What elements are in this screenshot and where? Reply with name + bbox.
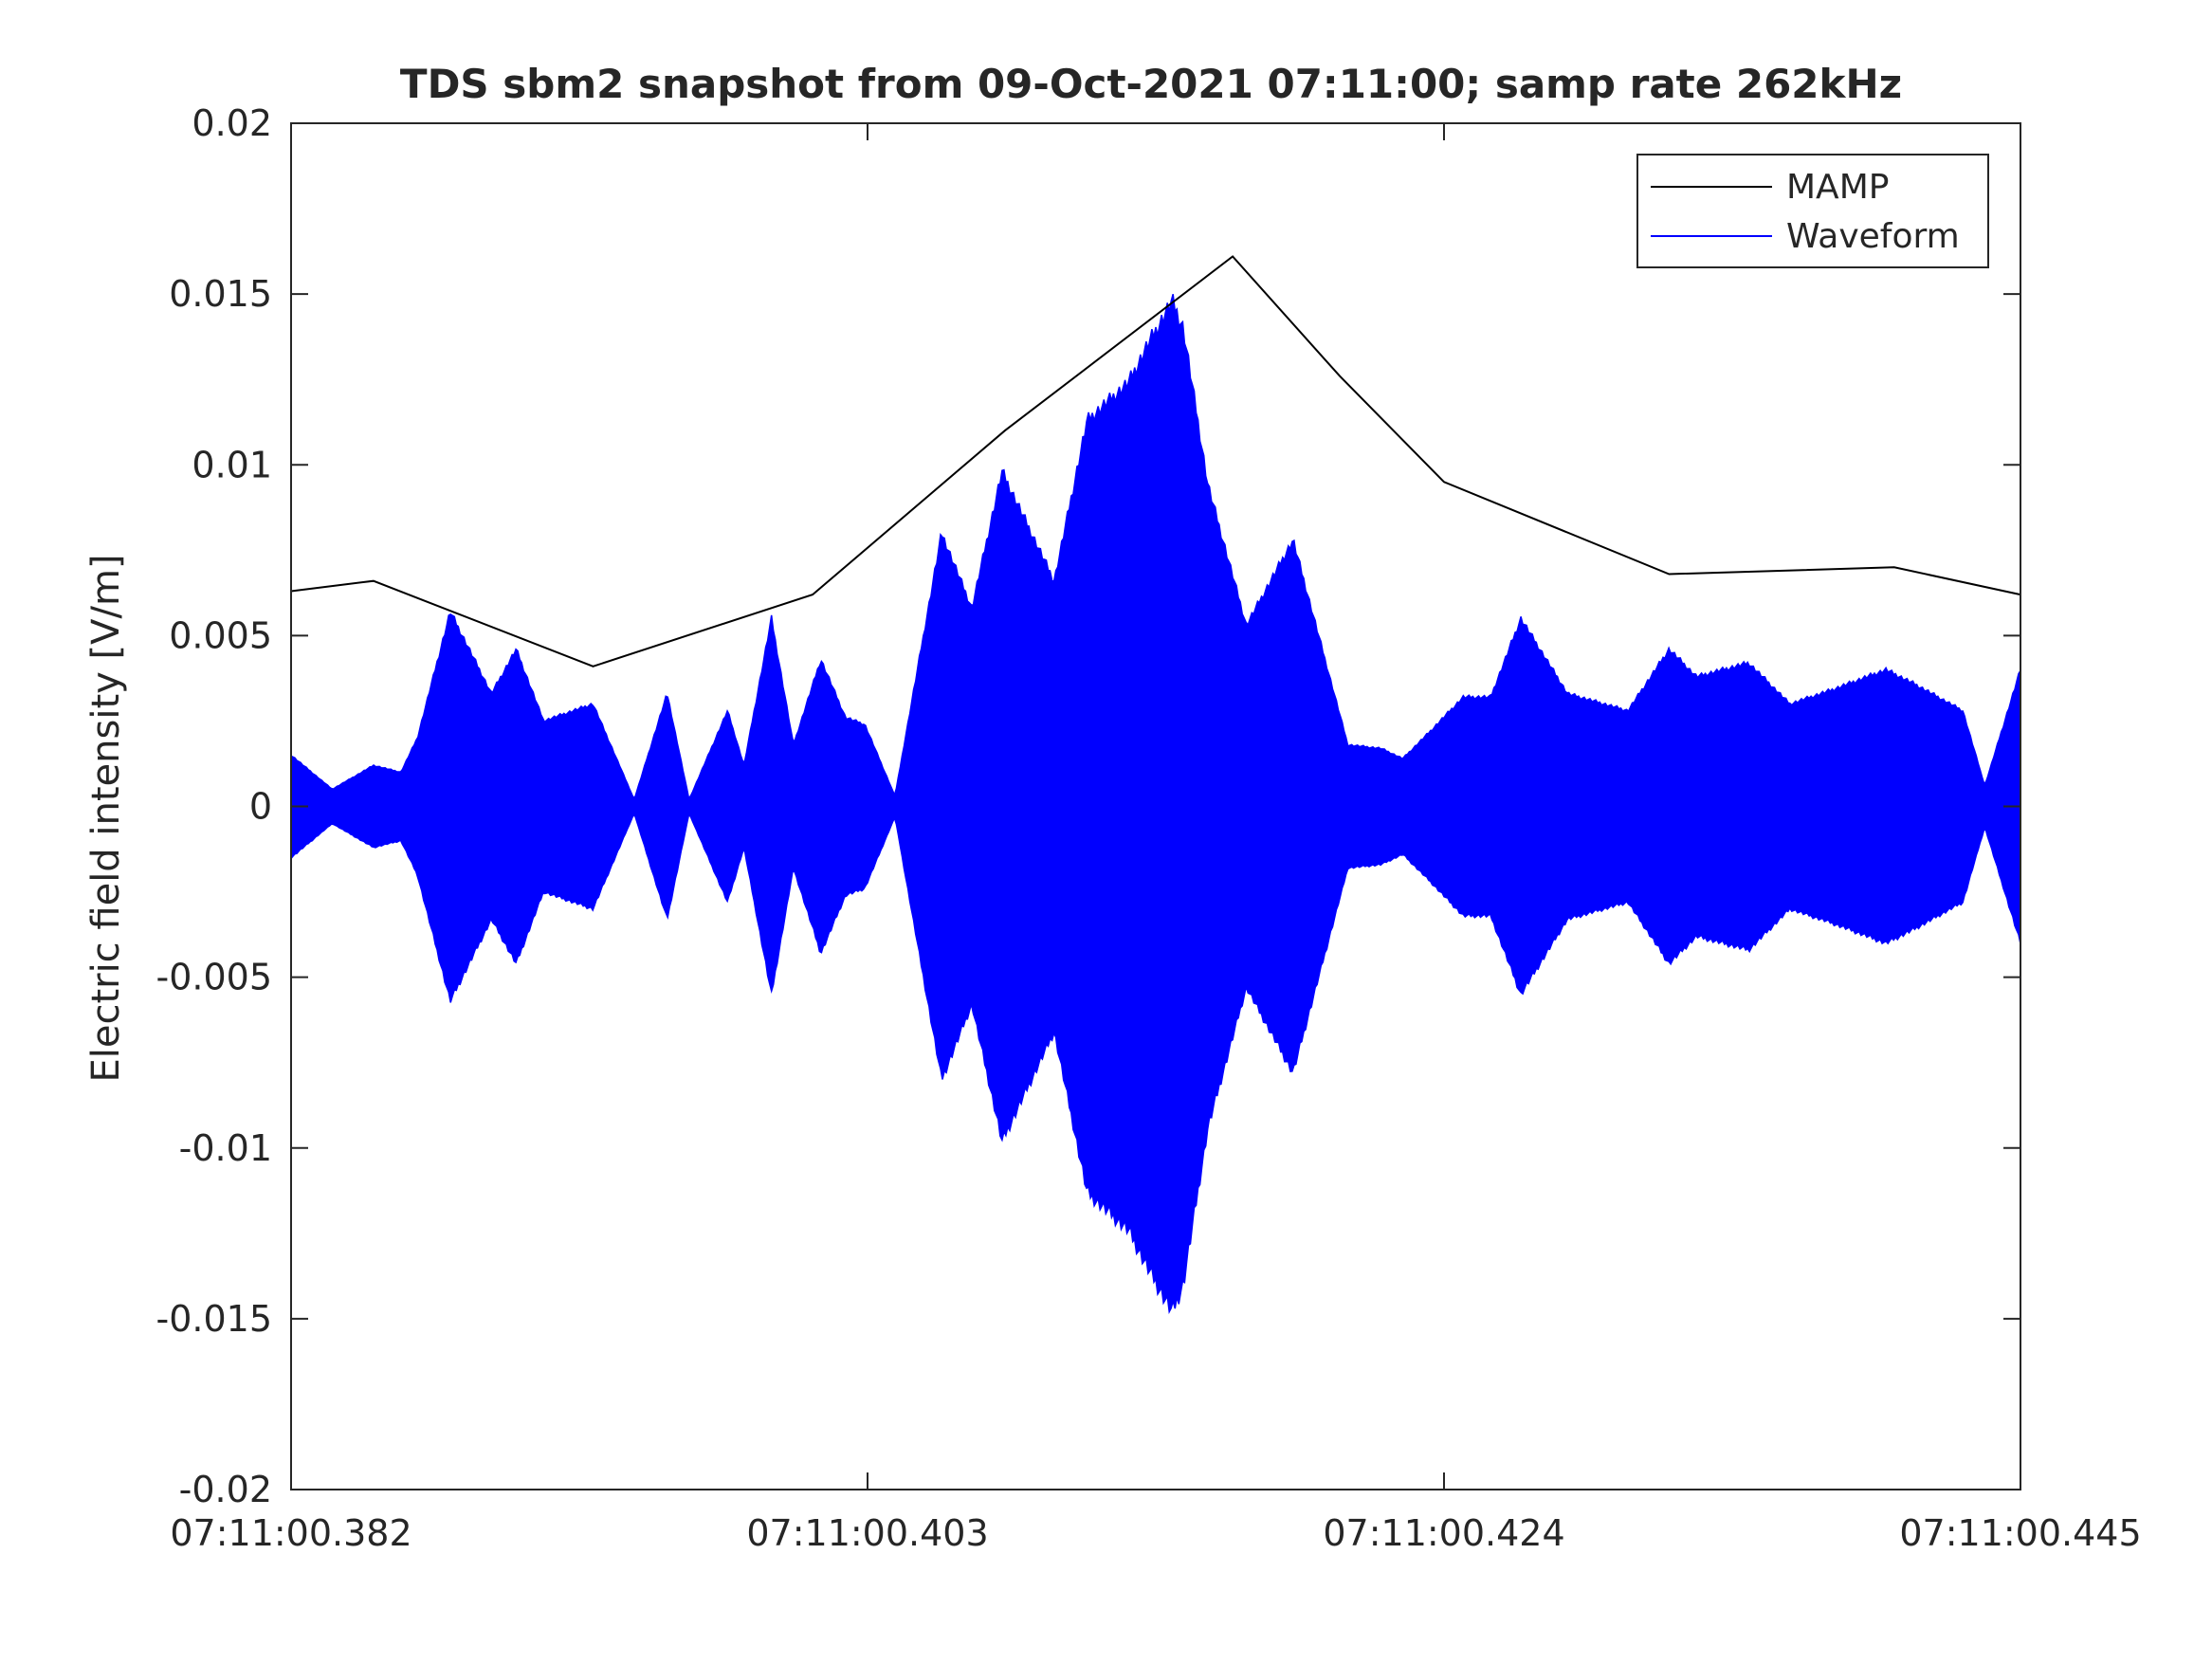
y-tick-label: 0.02 — [192, 102, 272, 144]
y-tick-label: -0.005 — [156, 957, 273, 998]
y-tick-label: 0.005 — [169, 614, 272, 656]
y-tick-label: 0 — [249, 786, 272, 828]
chart-title: TDS sbm2 snapshot from 09-Oct-2021 07:11… — [400, 61, 1902, 107]
y-axis-label: Electric field intensity [V/m] — [84, 554, 128, 1082]
legend-label: MAMP — [1786, 168, 1889, 207]
y-tick-label: -0.02 — [179, 1469, 272, 1510]
mamp-series — [290, 255, 2021, 667]
y-tick-label: -0.01 — [179, 1127, 272, 1169]
x-tick-label: 07:11:00.382 — [170, 1512, 411, 1554]
x-tick-label: 07:11:00.403 — [746, 1512, 988, 1554]
legend-label: Waveform — [1786, 217, 1960, 256]
legend-box — [1636, 154, 1989, 268]
y-tick-label: -0.015 — [156, 1298, 273, 1340]
x-tick-label: 07:11:00.445 — [1899, 1512, 2141, 1554]
legend: MAMP Waveform — [1636, 154, 1989, 268]
y-tick-label: 0.015 — [169, 273, 272, 315]
x-tick-label: 07:11:00.424 — [1323, 1512, 1564, 1554]
y-tick-label: 0.01 — [192, 444, 272, 485]
